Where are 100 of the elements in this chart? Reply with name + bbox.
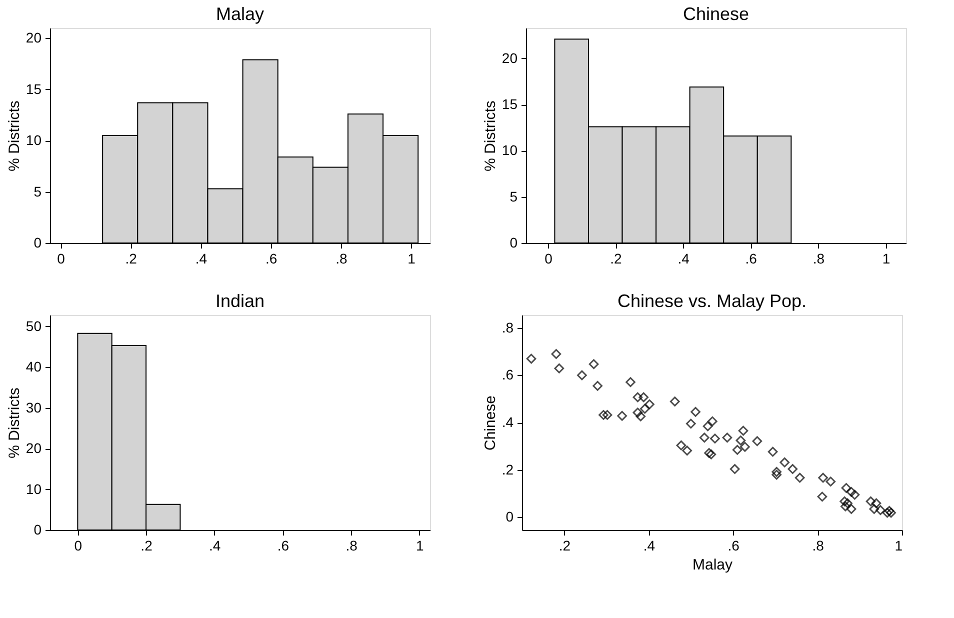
y-tick-label: 5 <box>34 183 42 200</box>
y-axis-title: Chinese <box>482 395 499 451</box>
x-tick-label: .2 <box>558 538 571 554</box>
point <box>686 418 696 429</box>
x-tick-label: 1 <box>882 250 890 266</box>
point <box>551 349 562 359</box>
x-tick-label: .2 <box>125 250 138 266</box>
point <box>866 496 876 506</box>
y-tick-label: .8 <box>502 319 514 336</box>
point <box>752 436 762 446</box>
point <box>818 472 828 483</box>
x-tick-label: .4 <box>643 538 656 554</box>
y-axis-title: % Districts <box>482 100 499 172</box>
point <box>644 399 654 410</box>
y-axis-title: % Districts <box>6 388 23 458</box>
chart-title: Malay <box>216 4 264 24</box>
y-axis-title: % Districts <box>6 100 23 172</box>
point <box>772 470 782 480</box>
point <box>788 464 798 474</box>
point <box>632 392 643 402</box>
x-tick-label: .4 <box>195 250 208 266</box>
chart-title: Chinese vs. Malay Pop. <box>617 291 807 311</box>
point <box>794 472 805 483</box>
point <box>588 359 599 370</box>
y-tick-label: 20 <box>26 30 42 46</box>
y-tick-label: 10 <box>26 132 42 148</box>
y-tick-label: 50 <box>26 318 42 334</box>
y-tick-label: 0 <box>34 522 42 538</box>
point <box>736 436 746 446</box>
y-tick-label: 10 <box>502 142 518 158</box>
point <box>722 432 732 443</box>
point <box>577 370 587 380</box>
point <box>876 505 886 516</box>
point <box>626 377 636 388</box>
point <box>670 396 680 406</box>
y-tick-label: .6 <box>502 366 514 383</box>
point <box>704 448 714 458</box>
point <box>682 446 692 456</box>
x-tick-label: .8 <box>346 538 358 554</box>
y-tick-label: .2 <box>502 461 514 478</box>
y-tick-label: 0 <box>506 508 514 525</box>
x-tick-label: 0 <box>544 250 553 266</box>
x-tick-label: .8 <box>336 250 348 266</box>
point <box>638 392 649 402</box>
point <box>768 446 778 457</box>
y-tick-label: .4 <box>502 414 514 430</box>
point <box>636 411 646 422</box>
point <box>846 487 856 497</box>
x-tick-label: .8 <box>812 538 824 554</box>
point <box>526 354 536 364</box>
point <box>702 421 713 432</box>
point <box>592 380 603 391</box>
point <box>554 363 564 374</box>
x-tick-label: 1 <box>408 250 416 266</box>
point <box>699 432 710 443</box>
point <box>850 490 860 500</box>
point <box>598 410 608 420</box>
point <box>772 466 782 477</box>
x-tick-label: 0 <box>57 250 66 266</box>
point <box>871 498 882 508</box>
y-tick-label: 15 <box>502 96 518 112</box>
point <box>707 416 718 426</box>
point <box>840 496 850 506</box>
point <box>780 457 790 468</box>
x-tick-label: .4 <box>678 250 690 266</box>
x-tick-label: .2 <box>610 250 622 266</box>
x-tick-label: .2 <box>140 538 153 554</box>
y-tick-label: 15 <box>26 80 42 97</box>
point <box>841 483 852 493</box>
point <box>732 444 742 455</box>
y-tick-label: 40 <box>26 358 42 375</box>
point <box>710 434 720 444</box>
x-axis-title: Malay <box>692 556 734 574</box>
point <box>602 410 612 420</box>
x-tick-label: .6 <box>728 538 740 554</box>
x-tick-label: 0 <box>74 538 82 554</box>
x-tick-label: 1 <box>416 538 424 554</box>
point <box>706 449 716 460</box>
point <box>690 406 700 417</box>
x-tick-label: .6 <box>266 250 278 266</box>
x-tick-label: .6 <box>745 250 758 266</box>
point <box>846 504 856 514</box>
y-tick-label: 30 <box>26 399 42 416</box>
point <box>817 492 828 502</box>
x-tick-label: 1 <box>894 538 903 554</box>
x-tick-label: .8 <box>812 250 825 266</box>
y-tick-label: 5 <box>510 188 518 204</box>
y-tick-label: 0 <box>34 234 42 250</box>
point <box>730 464 740 474</box>
point <box>632 408 643 418</box>
chart-title: Indian <box>215 291 265 311</box>
point <box>676 440 686 450</box>
y-tick-label: 20 <box>26 440 42 456</box>
point <box>826 476 836 486</box>
y-tick-label: 0 <box>510 234 518 250</box>
y-tick-label: 10 <box>26 480 42 497</box>
point <box>840 501 850 512</box>
point <box>640 404 650 414</box>
x-tick-label: .4 <box>209 538 221 554</box>
point <box>738 426 748 436</box>
